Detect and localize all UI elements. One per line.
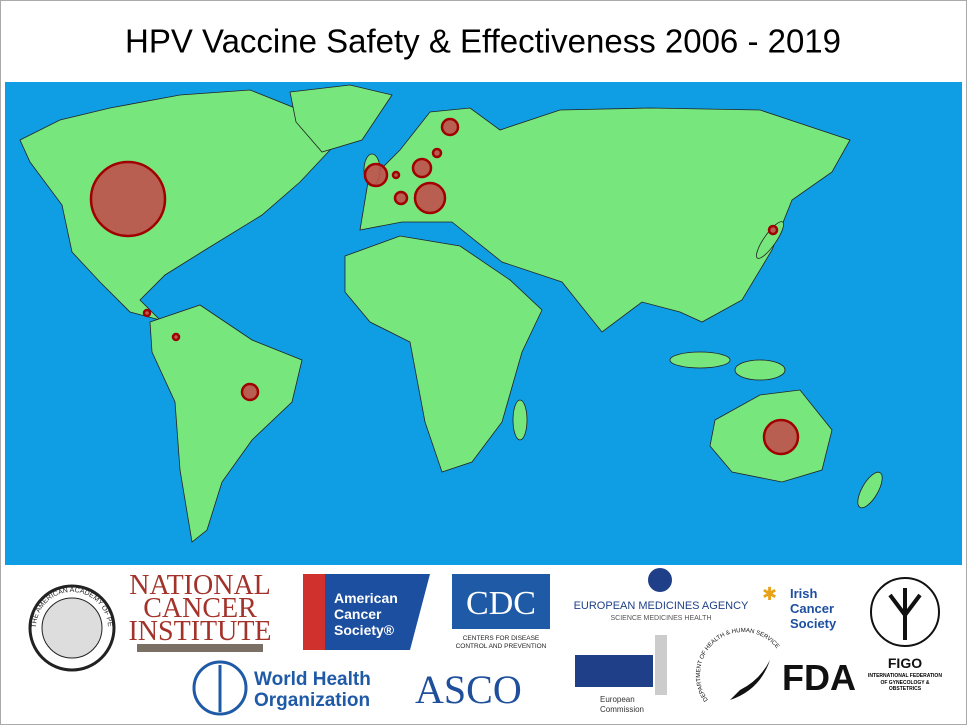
study-bubble [767,224,779,236]
new-guinea [734,359,786,381]
irish-line: Society [790,616,837,631]
study-bubble [393,190,409,206]
ec-line: Commission [600,705,644,714]
study-bubble [411,157,433,179]
study-bubble [363,162,389,188]
study-bubble [171,332,181,342]
nci-line: NATIONAL [129,570,271,601]
asco-mark: ASCO [415,667,522,712]
south-america [149,304,303,543]
ec-flag [575,655,653,687]
greenland [289,84,393,153]
who-emblem [192,660,248,716]
study-bubble [391,170,401,180]
acs-line: American [334,590,398,606]
figo-subtitle-box: INTERNATIONAL FEDERATION OF GYNECOLOGY &… [868,673,942,692]
study-bubble [762,418,800,456]
fda-mark: FDA [782,657,856,698]
ec-line: European [600,695,635,704]
ema-emblem [648,568,672,592]
cdc-line: CONTROL AND PREVENTION [456,643,547,650]
ema-line: EUROPEAN MEDICINES AGENCY [574,600,749,612]
ema-line: SCIENCE MEDICINES HEALTH [611,615,712,622]
cdc-box [452,574,550,629]
world-map [5,82,962,565]
study-bubble [89,160,167,238]
who-line: World Health [254,669,371,690]
acs-red [303,574,325,650]
who-line: Organization [254,690,370,711]
acs-blue [325,574,430,650]
figo-subtitle: INTERNATIONAL FEDERATION OF GYNECOLOGY &… [868,673,942,692]
study-bubble [413,181,447,215]
africa [344,235,543,473]
acs-line: Society® [334,622,395,638]
eurasia [359,107,851,333]
study-bubble [431,147,443,159]
acs-line: Cancer [334,606,382,622]
indonesia [669,351,731,369]
figo-tree [888,588,922,640]
irish-line: Cancer [790,601,834,616]
madagascar [512,399,528,441]
cdc-mark: CDC [466,585,536,622]
cdc-line: CENTERS FOR DISEASE [463,635,540,642]
north-america [19,89,331,321]
new-zealand [857,471,883,509]
aap-seal-inner [41,597,103,659]
irish-star: ✱ [762,584,777,604]
figo-mark: FIGO [888,655,922,671]
study-bubble [440,117,460,137]
study-bubble [142,308,152,318]
nci-line: INSTITUTE [128,616,271,647]
study-bubble [240,382,260,402]
title: HPV Vaccine Safety & Effectiveness 2006 … [125,23,841,60]
nci-line: CANCER [143,593,257,624]
nci-bar [137,644,263,652]
irish-line: Irish [790,586,818,601]
ec-building [655,635,667,695]
hhs-eagle [730,660,770,700]
